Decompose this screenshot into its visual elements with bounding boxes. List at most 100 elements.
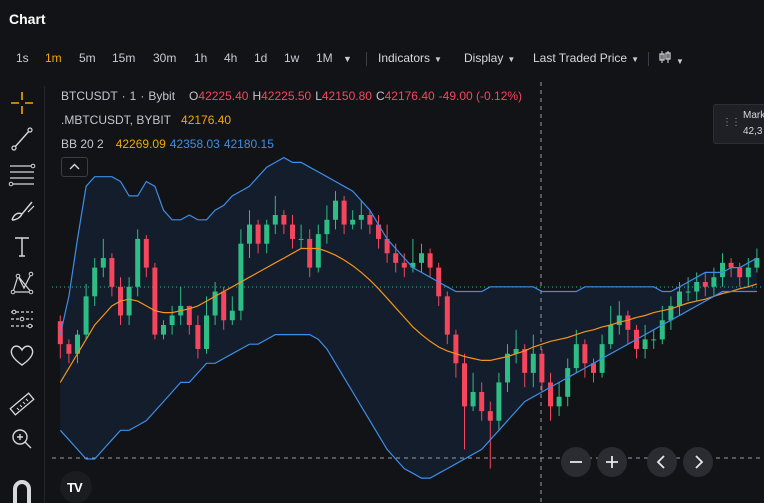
zoom-out-button[interactable] <box>561 447 591 477</box>
candle-body <box>358 214 364 220</box>
timeframe-1s[interactable]: 1s <box>16 51 29 65</box>
mark-price-value: 42,3 <box>743 126 763 137</box>
candle-body <box>591 363 596 373</box>
tradingview-logo-mark: TV <box>67 480 83 495</box>
price-type-menu[interactable]: Last Traded Price ▼ <box>533 51 639 65</box>
candle-body <box>333 200 338 220</box>
timeframe-1m[interactable]: 1m <box>45 51 62 65</box>
candle-body <box>290 224 295 239</box>
candle-body <box>479 392 485 412</box>
chevron-down-icon: ▼ <box>676 57 684 66</box>
candle-body <box>195 325 201 349</box>
drag-handle-icon[interactable]: ⋮⋮ <box>722 117 741 128</box>
scroll-right-button[interactable] <box>683 447 713 477</box>
timeframe-15m[interactable]: 15m <box>112 51 136 65</box>
price-type-label: Last Traded Price <box>533 51 628 65</box>
close-value: 42176.40 <box>384 89 435 103</box>
timeframe-1h[interactable]: 1h <box>194 51 208 65</box>
candle-body <box>513 348 519 354</box>
candle-body <box>548 382 553 407</box>
candle-body <box>556 396 562 407</box>
high-value: 42225.50 <box>261 89 312 103</box>
display-label: Display <box>464 51 504 65</box>
candle-body <box>487 411 493 421</box>
candles-group <box>57 191 760 469</box>
tradingview-logo[interactable]: TV <box>60 471 92 503</box>
legend-bullet: · <box>140 89 145 103</box>
scroll-left-button[interactable] <box>647 447 677 477</box>
candle-body <box>264 224 270 244</box>
candle-body <box>186 305 192 326</box>
text-tool[interactable] <box>6 232 38 262</box>
price-chart[interactable] <box>52 82 764 503</box>
bb-lower-value: 42180.15 <box>223 137 274 151</box>
candle-body <box>496 382 502 421</box>
zoom-tool[interactable] <box>6 424 38 454</box>
indicators-menu[interactable]: Indicators ▼ <box>378 51 442 65</box>
close-label: C <box>375 89 385 103</box>
trend-line-icon <box>11 127 33 151</box>
pattern-tool[interactable] <box>6 268 38 298</box>
index-legend: .MBTCUSDT, BYBIT 42176.40 <box>61 113 235 127</box>
candle-body <box>298 238 304 240</box>
collapse-legend-button[interactable] <box>61 157 88 177</box>
page-title: Chart <box>9 11 46 27</box>
measure-lines-tool[interactable] <box>6 304 38 334</box>
candle-body <box>582 344 588 364</box>
timeframe-30m[interactable]: 30m <box>153 51 177 65</box>
candle-body <box>470 392 476 407</box>
timeframe-5m[interactable]: 5m <box>79 51 96 65</box>
mark-price-panel[interactable]: ⋮⋮ Mark 42,3 <box>713 104 764 144</box>
legend-bullet: · <box>121 89 126 103</box>
candle-body <box>367 214 373 225</box>
candle-body <box>677 291 682 306</box>
candle-body <box>247 224 252 244</box>
zoom-in-icon <box>606 456 618 468</box>
favorites-tool[interactable] <box>6 340 38 370</box>
index-value: 42176.40 <box>181 113 232 127</box>
magnet-tool[interactable] <box>6 473 38 503</box>
measure-lines-icon <box>11 309 33 329</box>
bb-upper-value: 42358.03 <box>169 137 220 151</box>
candle-body <box>229 310 235 321</box>
candle-body <box>307 238 313 268</box>
candle-body <box>100 258 106 268</box>
timeframe-dropdown-caret[interactable]: ▼ <box>343 54 352 64</box>
candle-body <box>720 262 725 278</box>
trend-line-tool[interactable] <box>6 124 38 154</box>
candle-body <box>659 320 665 340</box>
brush-tool[interactable] <box>6 196 38 226</box>
mark-price-label: Mark <box>743 110 764 121</box>
indicators-label: Indicators <box>378 51 431 65</box>
chart-type-menu[interactable]: ▼ <box>658 50 684 67</box>
candle-body <box>728 262 734 268</box>
candle-body <box>384 238 390 254</box>
timeframe-1M[interactable]: 1M <box>316 51 333 65</box>
ruler-tool[interactable] <box>6 389 38 419</box>
zoom-in-button[interactable] <box>597 447 627 477</box>
candle-body <box>522 348 528 373</box>
timeframe-4h[interactable]: 4h <box>224 51 238 65</box>
candles-icon <box>659 51 671 63</box>
candle-body <box>376 224 381 239</box>
open-value: 42225.40 <box>198 89 249 103</box>
low-label: L <box>315 89 322 103</box>
timeframe-1w[interactable]: 1w <box>284 51 300 65</box>
candle-body <box>427 253 433 268</box>
candle-body <box>169 315 175 326</box>
fib-lines-icon <box>8 163 36 187</box>
candle-body <box>92 267 98 297</box>
candlestick-chart <box>52 82 764 503</box>
crosshair-tool[interactable] <box>6 88 38 118</box>
candle-body <box>616 315 622 326</box>
candle-body <box>109 258 115 287</box>
candle-body <box>419 253 424 263</box>
display-menu[interactable]: Display ▼ <box>464 51 515 65</box>
ohlc-legend: BTCUSDT · 1 · Bybit O42225.40 H42225.50 L42150.… <box>61 89 526 103</box>
fib-lines-tool[interactable] <box>6 160 38 190</box>
bollinger-band-fill <box>60 157 757 479</box>
timeframe-1d[interactable]: 1d <box>254 51 268 65</box>
candle-body <box>161 325 166 335</box>
candle-body <box>393 253 399 263</box>
candle-body <box>573 344 579 369</box>
